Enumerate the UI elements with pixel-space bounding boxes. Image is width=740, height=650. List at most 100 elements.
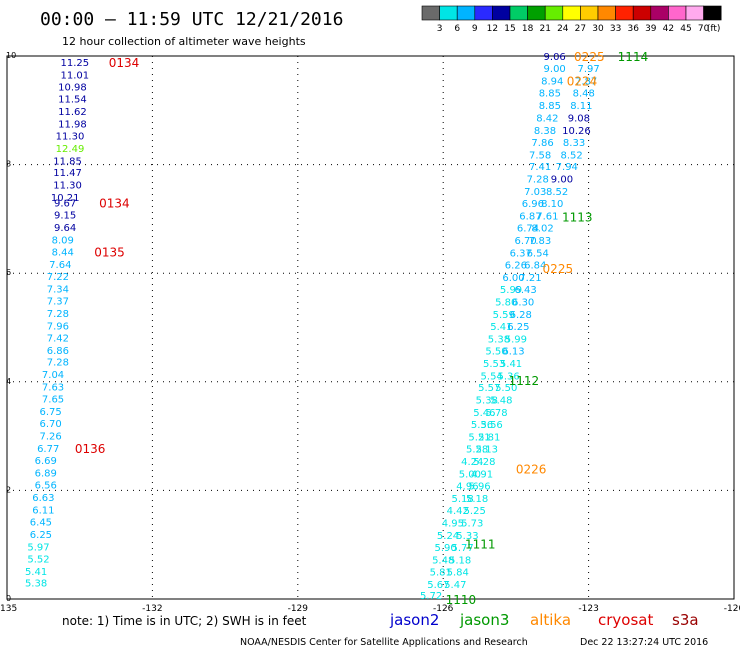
wave-height-point: 5.33 [456, 531, 478, 542]
wave-height-point: 5.77 [451, 543, 473, 554]
colorbar-label: 12 [487, 24, 498, 34]
wave-height-point: 5.28 [466, 445, 488, 456]
wave-height-point: 7.22 [47, 272, 69, 283]
wave-height-point: 10.21 [51, 193, 80, 204]
wave-height-point: 5.59 [493, 310, 515, 321]
colorbar-label: 21 [539, 24, 550, 34]
legend-jason3: jason3 [459, 611, 509, 629]
wave-height-point: 8.94 [541, 76, 563, 87]
wave-height-point: 8.33 [563, 138, 585, 149]
wave-height-point: 6.25 [30, 530, 52, 541]
legend-jason2: jason2 [389, 611, 439, 629]
wave-height-point: 9.00 [544, 64, 566, 75]
wave-height-point: 5.53 [483, 359, 505, 370]
wave-height-point: 5.41 [25, 567, 47, 578]
wave-height-point: 4.24 [461, 457, 483, 468]
satellite-legend: jason2 jason3 altika cryosat s3a [389, 611, 699, 629]
track-time-labels: 0134 0134 0135 0136 1114 1113 1112 1111 1110 0225… [75, 50, 648, 607]
colorbar-label: 36 [627, 24, 639, 34]
colorbar-swatch [650, 5, 669, 21]
x-tick-label: -123 [578, 604, 598, 614]
footer-timestamp: Dec 22 13:27:24 UTC 2016 [580, 637, 708, 648]
wave-height-point: 7.61 [536, 212, 558, 223]
colorbar-label: 6 [454, 24, 460, 34]
wave-height-point: 7.58 [529, 150, 551, 161]
wave-height-point: 5.56 [481, 420, 503, 431]
legend-altika: altika [530, 611, 571, 629]
wave-height-point: 10.26 [562, 126, 591, 137]
wave-height-point: 11.98 [58, 119, 87, 130]
colorbar-swatch [615, 5, 634, 21]
wave-height-point: 5.18 [449, 555, 471, 566]
wave-height-point: 5.21 [468, 433, 490, 444]
wave-height-point: 5.41 [490, 322, 512, 333]
wave-height-point: 5.47 [444, 580, 466, 591]
wave-height-point: 5.38 [25, 579, 47, 590]
colorbar-swatch [703, 5, 722, 21]
wave-height-point: 6.86 [47, 346, 69, 357]
wave-height-point: 6.70 [39, 419, 61, 430]
wave-height-point: 11.30 [56, 131, 85, 142]
wave-height-point: 5.48 [432, 555, 454, 566]
units-note: note: 1) Time is in UTC; 2) SWH is in fe… [62, 614, 307, 628]
wave-height-point: 5.81 [430, 567, 452, 578]
wave-height-point: 6.30 [512, 297, 534, 308]
wave-height-point: 5.00 [459, 470, 481, 481]
wave-height-point: 5.41 [500, 359, 522, 370]
chart-title: 00:00 – 11:59 UTC 12/21/2016 [40, 9, 343, 30]
wave-height-point: 8.48 [573, 88, 595, 99]
wave-height-point: 8.11 [570, 101, 592, 112]
x-tick-label: -132 [142, 604, 162, 614]
wave-height-point: 5.78 [485, 408, 507, 419]
wave-height-point: 5.38 [488, 334, 510, 345]
wave-height-point: 6.43 [514, 285, 536, 296]
legend-cryosat: cryosat [598, 611, 653, 629]
wave-height-point: 9.67 [54, 199, 76, 210]
colorbar-swatch [668, 5, 687, 21]
wave-height-point: 6.69 [35, 456, 57, 467]
wave-height-point: 5.48 [490, 396, 512, 407]
wave-height-point: 5.73 [461, 518, 483, 529]
y-tick-label: 4 [6, 377, 11, 386]
colorbar-label: 30 [592, 24, 604, 34]
wave-height-point: 8.09 [52, 236, 74, 247]
track-time-label: 0226 [516, 463, 547, 477]
wave-height-point: 7.42 [47, 333, 69, 344]
wave-height-point: 7.28 [527, 175, 549, 186]
gridlines [7, 56, 734, 599]
colorbar-swatch [632, 5, 652, 21]
wave-height-point: 5.36 [471, 420, 493, 431]
wave-height-point: 5.28 [473, 457, 495, 468]
y-tick-label: 10 [6, 51, 16, 60]
track-time-label: 0225 [543, 262, 574, 276]
y-tick-label: 2 [6, 485, 11, 494]
wave-height-point: 8.85 [539, 88, 561, 99]
wave-height-point: 8.42 [536, 113, 558, 124]
wave-height-point: 6.96 [522, 199, 544, 210]
colorbar-swatch [439, 5, 458, 21]
wave-height-point: 7.83 [529, 236, 551, 247]
wave-height-point: 5.80 [495, 297, 517, 308]
wave-height-point: 7.28 [47, 358, 69, 369]
plot-frame [6, 55, 735, 600]
axis-ticks: -135 -132 -129 -126 -123 -120 0 2 4 6 8 10 [0, 51, 740, 614]
wave-height-point: 7.65 [42, 395, 64, 406]
colorbar-unit: (ft) [707, 24, 721, 34]
wave-height-point: 5.50 [485, 346, 507, 357]
wave-height-point: 5.97 [27, 542, 49, 553]
wave-height-point: 6.74 [517, 224, 539, 235]
wave-height-point: 11.54 [58, 94, 87, 105]
wave-height-point: 5.36 [497, 371, 519, 382]
footer-credit: NOAA/NESDIS Center for Satellite Applica… [240, 637, 528, 648]
wave-height-point: 5.99 [500, 285, 522, 296]
wave-height-point: 5.18 [466, 494, 488, 505]
wave-height-point: 10.98 [58, 82, 87, 93]
wave-height-point: 5.57 [478, 383, 500, 394]
wave-height-point: 8.85 [539, 101, 561, 112]
x-tick-label: -129 [288, 604, 309, 614]
wave-height-point: 5.38 [476, 396, 498, 407]
y-tick-label: 6 [6, 268, 11, 277]
track-time-label: 1110 [446, 593, 477, 607]
colorbar-label: 24 [557, 24, 569, 34]
wave-height-point: 5.24 [437, 531, 459, 542]
